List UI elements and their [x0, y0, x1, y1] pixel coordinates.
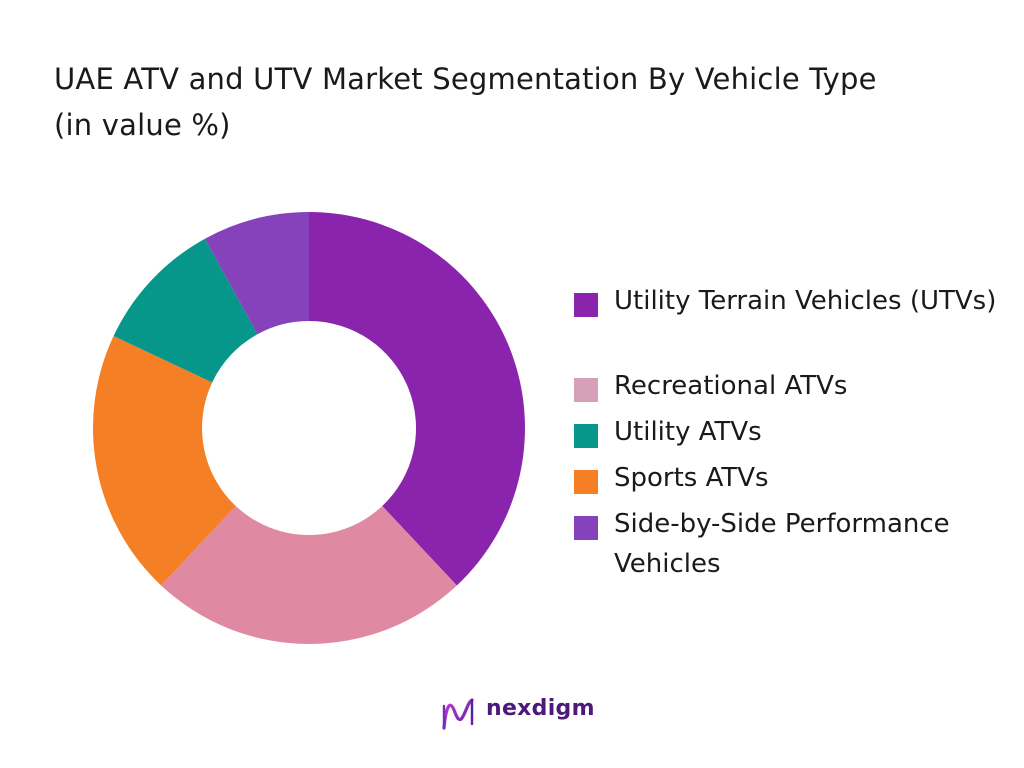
legend-label: Utility ATVs	[614, 412, 1019, 452]
brand-footer: nexdigm	[440, 694, 600, 738]
legend-swatch	[574, 470, 598, 494]
legend-swatch	[574, 516, 598, 540]
legend-label: Utility Terrain Vehicles (UTVs)	[614, 281, 1019, 321]
nexdigm-logo-icon	[440, 696, 476, 732]
legend-swatch	[574, 293, 598, 317]
brand-name: nexdigm	[486, 696, 595, 721]
donut-slice-utility-terrain-vehicles-utvs	[309, 212, 525, 585]
legend-swatch	[574, 424, 598, 448]
legend-label: Side-by-Side Performance Vehicles	[614, 504, 1019, 584]
legend-label: Sports ATVs	[614, 458, 1019, 498]
legend-swatch	[574, 378, 598, 402]
legend-label: Recreational ATVs	[614, 366, 1019, 406]
